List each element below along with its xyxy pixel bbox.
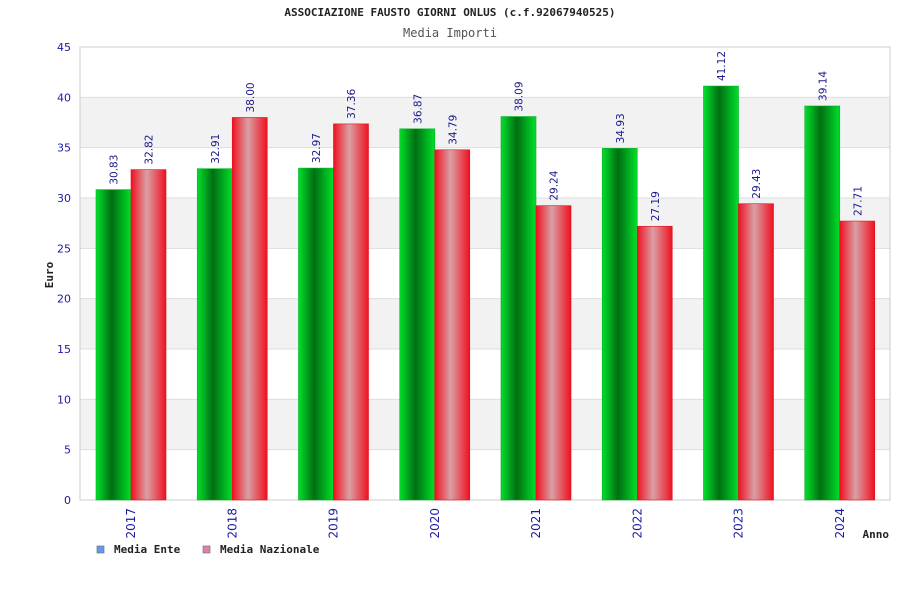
- data-label: 38.00: [245, 82, 257, 112]
- data-label: 38.09: [514, 81, 526, 111]
- y-tick-label: 5: [64, 444, 71, 457]
- bar-media-ente: [804, 105, 841, 501]
- y-tick-label: 10: [57, 393, 71, 406]
- data-label: 34.79: [447, 115, 459, 145]
- bar-media-ente: [196, 168, 233, 501]
- bar-media-nazionale: [839, 220, 876, 501]
- bar-media-ente: [399, 128, 436, 501]
- plot-border: [79, 46, 891, 501]
- data-label: 30.83: [109, 155, 121, 185]
- x-tick-label: 2021: [529, 508, 543, 539]
- bar-media-nazionale: [231, 117, 268, 501]
- data-labels: 30.83 32.82 32.91 38.00 32.97 37.36 36.87 34.79…: [109, 51, 865, 221]
- bar-media-nazionale: [535, 205, 572, 501]
- y-tick-label: 40: [57, 91, 71, 104]
- bar-media-nazionale: [130, 169, 167, 501]
- y-axis-label: Euro: [43, 261, 56, 288]
- x-axis-label: Anno: [863, 528, 890, 541]
- y-tick-label: 15: [57, 343, 71, 356]
- bar-media-nazionale: [636, 225, 673, 501]
- data-label: 39.14: [817, 71, 829, 101]
- y-tick-label: 30: [57, 192, 71, 205]
- legend-label-media-ente: Media Ente: [114, 543, 181, 556]
- x-tick-label: 2024: [833, 508, 847, 539]
- bar-media-ente: [298, 167, 334, 501]
- data-label: 36.87: [412, 94, 424, 124]
- x-tick-label: 2018: [225, 508, 239, 539]
- x-tick-label: 2017: [124, 508, 138, 539]
- bars: [95, 85, 876, 501]
- bar-media-ente: [500, 116, 537, 501]
- legend-swatch-media-ente: [96, 545, 105, 554]
- chart-subtitle: Media Importi: [403, 26, 497, 40]
- data-label: 27.19: [650, 191, 662, 221]
- data-label: 29.43: [751, 169, 763, 199]
- data-label: 32.82: [144, 135, 156, 165]
- data-label: 32.91: [210, 134, 222, 164]
- y-axis: 0 5 10 15 20 25 30 35 40 45: [57, 41, 71, 507]
- y-tick-label: 35: [57, 142, 71, 155]
- data-label: 32.97: [311, 133, 323, 163]
- y-tick-label: 25: [57, 242, 71, 255]
- data-label: 41.12: [716, 51, 728, 81]
- data-label: 29.24: [549, 170, 561, 200]
- y-tick-label: 45: [57, 41, 71, 54]
- legend-swatch-media-nazionale: [202, 545, 211, 554]
- bar-media-ente: [95, 189, 132, 501]
- bar-media-nazionale: [738, 203, 774, 501]
- plot-band: [80, 47, 890, 98]
- y-tick-label: 20: [57, 293, 71, 306]
- bar-media-nazionale: [333, 123, 369, 501]
- bar-media-ente: [601, 148, 638, 501]
- plot-band: [80, 97, 890, 148]
- bar-media-nazionale: [434, 149, 471, 501]
- x-tick-label: 2022: [630, 508, 644, 539]
- data-label: 34.93: [615, 113, 627, 143]
- data-label: 27.71: [852, 186, 864, 216]
- x-tick-label: 2019: [327, 508, 341, 539]
- legend-label-media-nazionale: Media Nazionale: [220, 543, 320, 556]
- bar-media-ente: [703, 85, 739, 501]
- legend: Media Ente Media Nazionale: [96, 543, 320, 556]
- x-tick-label: 2023: [732, 508, 746, 539]
- x-axis: 2017 2018 2019 2020 2021 2022 2023 2024: [124, 508, 847, 539]
- y-tick-label: 0: [64, 494, 71, 507]
- data-label: 37.36: [346, 89, 358, 119]
- chart-title: ASSOCIAZIONE FAUSTO GIORNI ONLUS (c.f.92…: [284, 6, 615, 19]
- x-tick-label: 2020: [428, 508, 442, 539]
